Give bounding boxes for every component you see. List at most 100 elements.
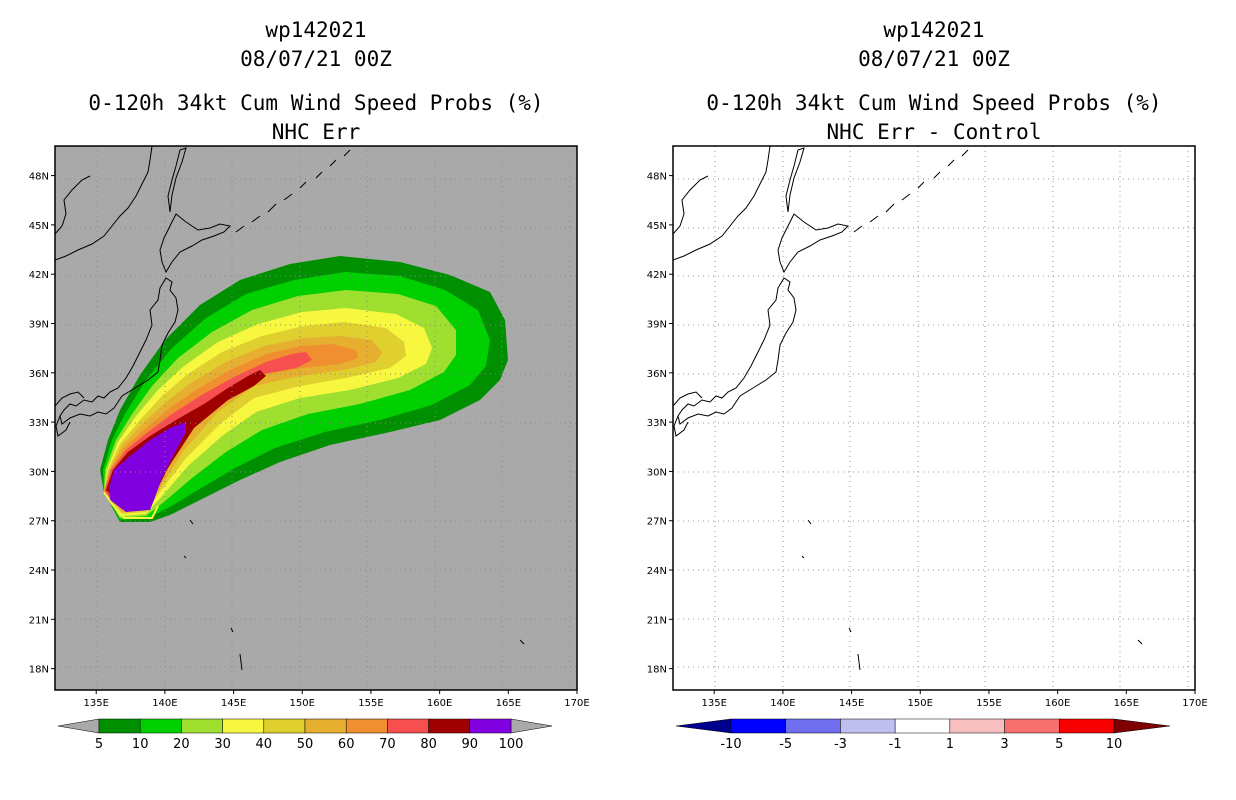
left-lon-label: 170E — [564, 698, 589, 709]
right-lon-label: 135E — [702, 698, 727, 709]
left-colorbar-label: 50 — [297, 737, 314, 752]
left-colorbar-swatch — [222, 718, 265, 734]
right-colorbar-swatch — [949, 718, 1005, 734]
left-lon-label: 160E — [427, 698, 452, 709]
right-lon-label: 160E — [1045, 698, 1070, 709]
right-colorbar-label: -5 — [779, 737, 792, 752]
right-lat-labels: 48N 45N 42N 39N 36N 33N 30N 27N 24N 21N 18N — [647, 172, 673, 676]
left-lon-label: 135E — [84, 698, 109, 709]
right-lat-label: 18N — [647, 665, 667, 676]
left-colorbar-swatch — [98, 718, 141, 734]
left-lon-label: 145E — [221, 698, 246, 709]
right-product-title: 0-120h 34kt Cum Wind Speed Probs (%) — [706, 91, 1162, 115]
left-panel-title: wp142021 08/07/21 00Z 0-120h 34kt Cum Wi… — [55, 16, 577, 147]
left-lon-label: 140E — [152, 698, 177, 709]
left-lat-label: 21N — [29, 615, 49, 626]
left-lon-label: 155E — [358, 698, 383, 709]
right-colorbar-label: 10 — [1106, 737, 1123, 752]
right-subtitle: NHC Err - Control — [826, 120, 1042, 144]
left-colorbar-label: 5 — [95, 737, 103, 752]
right-lon-label: 145E — [839, 698, 864, 709]
right-map-frame — [672, 145, 1196, 691]
right-colorbar-swatch — [1059, 718, 1115, 734]
left-lat-label: 18N — [29, 665, 49, 676]
left-lat-label: 45N — [29, 221, 49, 232]
left-colorbar-label: 20 — [173, 737, 190, 752]
right-datetime: 08/07/21 00Z — [858, 47, 1010, 71]
left-map: 48N 45N 42N 39N 36N 33N 30N 27N 24N 21N 18N 135E 14… — [29, 145, 590, 709]
left-lon-label: 165E — [496, 698, 521, 709]
left-colorbar-swatch — [181, 718, 223, 734]
right-colorbar-swatch — [894, 718, 951, 734]
left-colorbar-label: 30 — [214, 737, 231, 752]
left-colorbar-label: 100 — [499, 737, 524, 752]
right-colorbar-swatch — [1004, 718, 1060, 734]
left-lat-label: 33N — [29, 418, 49, 429]
swath-100-edge — [103, 491, 159, 519]
right-colorbar-swatch — [785, 718, 841, 734]
left-colorbar-end-arrow — [510, 718, 553, 734]
left-subtitle: NHC Err — [271, 120, 361, 144]
left-lat-label: 42N — [29, 270, 49, 281]
left-colorbar-label: 60 — [338, 737, 355, 752]
left-lon-labels: 135E 140E 145E 150E 155E 160E 165E 170E — [84, 690, 590, 709]
right-colorbar-label: 1 — [946, 737, 954, 752]
left-colorbar-label: 10 — [132, 737, 149, 752]
right-lat-label: 36N — [647, 369, 667, 380]
left-colorbar-label: 40 — [256, 737, 273, 752]
left-colorbar-swatch — [304, 718, 347, 734]
left-colorbar-label: 90 — [462, 737, 479, 752]
left-lon-label: 150E — [290, 698, 315, 709]
right-lat-label: 27N — [647, 517, 667, 528]
left-lat-label: 39N — [29, 319, 49, 330]
right-lat-label: 24N — [647, 566, 667, 577]
left-lat-labels: 48N 45N 42N 39N 36N 33N 30N 27N 24N 21N 18N — [29, 172, 55, 676]
right-colorbar-label: 3 — [1000, 737, 1008, 752]
left-lat-label: 30N — [29, 467, 49, 478]
probability-swath — [55, 146, 577, 690]
right-map-background — [673, 146, 1195, 690]
left-colorbar-label: 80 — [420, 737, 437, 752]
right-lon-label: 140E — [770, 698, 795, 709]
left-lat-label: 48N — [29, 172, 49, 183]
right-lon-label: 150E — [908, 698, 933, 709]
right-colorbar-swatch — [840, 718, 896, 734]
right-lat-label: 33N — [647, 418, 667, 429]
right-colorbar-label: -3 — [834, 737, 847, 752]
left-colorbar-swatch — [263, 718, 306, 734]
right-lon-label: 170E — [1182, 698, 1207, 709]
left-map-frame — [54, 145, 578, 691]
left-colorbar-swatch — [428, 718, 471, 734]
left-colorbar-swatch — [469, 718, 512, 734]
left-colorbar-swatch — [345, 718, 388, 734]
left-colorbar-label: 70 — [379, 737, 396, 752]
right-colorbar-label: -10 — [720, 737, 741, 752]
left-lat-label: 36N — [29, 369, 49, 380]
left-colorbar-swatch — [139, 718, 182, 734]
left-colorbar-start-arrow — [57, 718, 100, 734]
right-lat-label: 48N — [647, 172, 667, 183]
right-lon-labels: 135E 140E 145E 150E 155E 160E 165E 170E — [702, 690, 1208, 709]
right-map: 48N 45N 42N 39N 36N 33N 30N 27N 24N 21N 18N 135E 14… — [647, 145, 1208, 709]
right-lat-label: 45N — [647, 221, 667, 232]
right-colorbar-start-arrow — [675, 718, 732, 734]
right-colorbar-swatch — [730, 718, 786, 734]
right-storm-id: wp142021 — [883, 18, 985, 42]
left-product-title: 0-120h 34kt Cum Wind Speed Probs (%) — [88, 91, 544, 115]
left-colorbar-swatch — [387, 718, 429, 734]
swath-90 — [109, 422, 186, 512]
right-colorbar-end-arrow — [1113, 718, 1171, 734]
left-datetime: 08/07/21 00Z — [240, 47, 392, 71]
right-lon-label: 155E — [976, 698, 1001, 709]
right-lat-label: 39N — [647, 319, 667, 330]
left-storm-id: wp142021 — [265, 18, 367, 42]
left-colorbar: 5 10 20 30 40 50 60 70 80 90 100 — [57, 718, 553, 752]
right-lat-label: 21N — [647, 615, 667, 626]
right-colorbar: -10 -5 -3 -1 1 3 5 10 — [675, 718, 1171, 752]
right-colorbar-label: -1 — [889, 737, 902, 752]
right-colorbar-label: 5 — [1055, 737, 1063, 752]
right-lon-label: 165E — [1114, 698, 1139, 709]
right-panel-title: wp142021 08/07/21 00Z 0-120h 34kt Cum Wi… — [673, 16, 1195, 147]
right-lat-label: 30N — [647, 467, 667, 478]
